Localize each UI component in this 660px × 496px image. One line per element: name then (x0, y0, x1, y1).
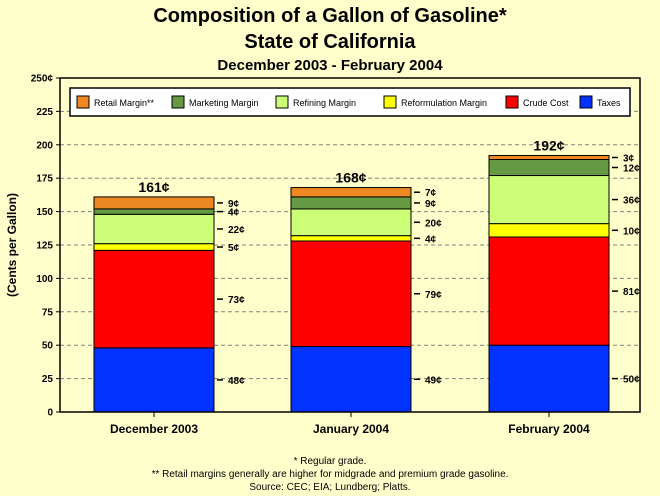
y-tick-label: 75 (42, 307, 54, 318)
bar-segment-retail-margin (488, 154, 610, 160)
value-label: 9¢ (228, 199, 240, 210)
value-label: 7¢ (425, 188, 437, 199)
y-axis-label: (Cents per Gallon) (5, 193, 19, 297)
value-label: 50¢ (623, 375, 640, 386)
value-label: 9¢ (425, 199, 437, 210)
y-tick-label: 250¢ (31, 74, 54, 85)
bar-segment-retail-margin (93, 196, 215, 210)
x-tick-label: December 2003 (110, 422, 198, 436)
legend-swatch-refining-margin (275, 95, 289, 109)
y-tick-label: 175 (36, 174, 53, 185)
value-label: 36¢ (623, 196, 640, 207)
bar-segment-taxes (290, 346, 412, 413)
y-tick-label: 225 (36, 107, 53, 118)
bar-segment-reformulation-margin (488, 223, 610, 238)
y-tick-label: 50 (42, 341, 54, 352)
chart-title: Composition of a Gallon of Gasoline* (153, 5, 507, 27)
bar-segment-marketing-margin (93, 208, 215, 215)
value-label: 48¢ (228, 376, 245, 387)
total-label: 168¢ (335, 170, 366, 186)
bar-segment-marketing-margin (488, 158, 610, 177)
bar-segment-retail-margin (290, 187, 412, 198)
legend-swatch-crude-cost (505, 95, 519, 109)
bar-segment-reformulation-margin (93, 243, 215, 251)
y-tick-label: 200 (36, 140, 53, 151)
legend-label-reformulation-margin: Reformulation Margin (401, 98, 487, 108)
y-tick-label: 125 (36, 241, 53, 252)
total-label: 192¢ (533, 137, 564, 153)
value-label: 5¢ (228, 243, 240, 254)
value-label: 73¢ (228, 295, 245, 306)
value-label: 20¢ (425, 218, 442, 229)
bar-segment-marketing-margin (290, 196, 412, 210)
y-tick-label: 0 (47, 408, 53, 419)
bar-segment-taxes (488, 344, 610, 413)
x-tick-label: February 2004 (508, 422, 590, 436)
legend (69, 87, 631, 117)
x-tick-label: January 2004 (313, 422, 389, 436)
bar-segment-crude-cost (488, 236, 610, 346)
legend-label-marketing-margin: Marketing Margin (189, 98, 259, 108)
plot-frame (59, 77, 641, 413)
legend-swatch-marketing-margin (171, 95, 185, 109)
legend-label-refining-margin: Refining Margin (293, 98, 356, 108)
bar-segment-crude-cost (290, 240, 412, 348)
value-label: 3¢ (623, 153, 635, 164)
bar-segment-refining-margin (93, 213, 215, 245)
bar-segment-refining-margin (290, 208, 412, 237)
value-label: 12¢ (623, 164, 640, 175)
bar-segment-taxes (93, 347, 215, 413)
legend-swatch-taxes (579, 95, 593, 109)
value-label: 4¢ (425, 234, 437, 245)
legend-label-crude-cost: Crude Cost (523, 98, 569, 108)
bar-segment-refining-margin (488, 175, 610, 225)
y-tick-label: 100 (36, 274, 53, 285)
footnote-retail-margins: ** Retail margins generally are higher f… (151, 469, 509, 480)
y-tick-label: 150 (36, 207, 53, 218)
legend-label-taxes: Taxes (597, 98, 621, 108)
bar-segment-reformulation-margin (290, 235, 412, 242)
value-label: 49¢ (425, 375, 442, 386)
total-label: 161¢ (138, 179, 169, 195)
bar-segment-crude-cost (93, 249, 215, 349)
legend-label-retail-margin: Retail Margin** (94, 98, 155, 108)
footnote-regular-grade: * Regular grade. (293, 456, 367, 467)
value-label: 81¢ (623, 287, 640, 298)
value-label: 10¢ (623, 226, 640, 237)
chart-subtitle: State of California (244, 31, 416, 53)
value-label: 22¢ (228, 225, 245, 236)
y-tick-label: 25 (42, 374, 54, 385)
legend-swatch-reformulation-margin (383, 95, 397, 109)
footnote-source: Source: CEC; EIA; Lundberg; Platts. (249, 482, 411, 493)
value-label: 79¢ (425, 290, 442, 301)
value-label: 4¢ (228, 208, 240, 219)
legend-swatch-retail-margin (76, 95, 90, 109)
chart-period: December 2003 - February 2004 (217, 57, 443, 74)
